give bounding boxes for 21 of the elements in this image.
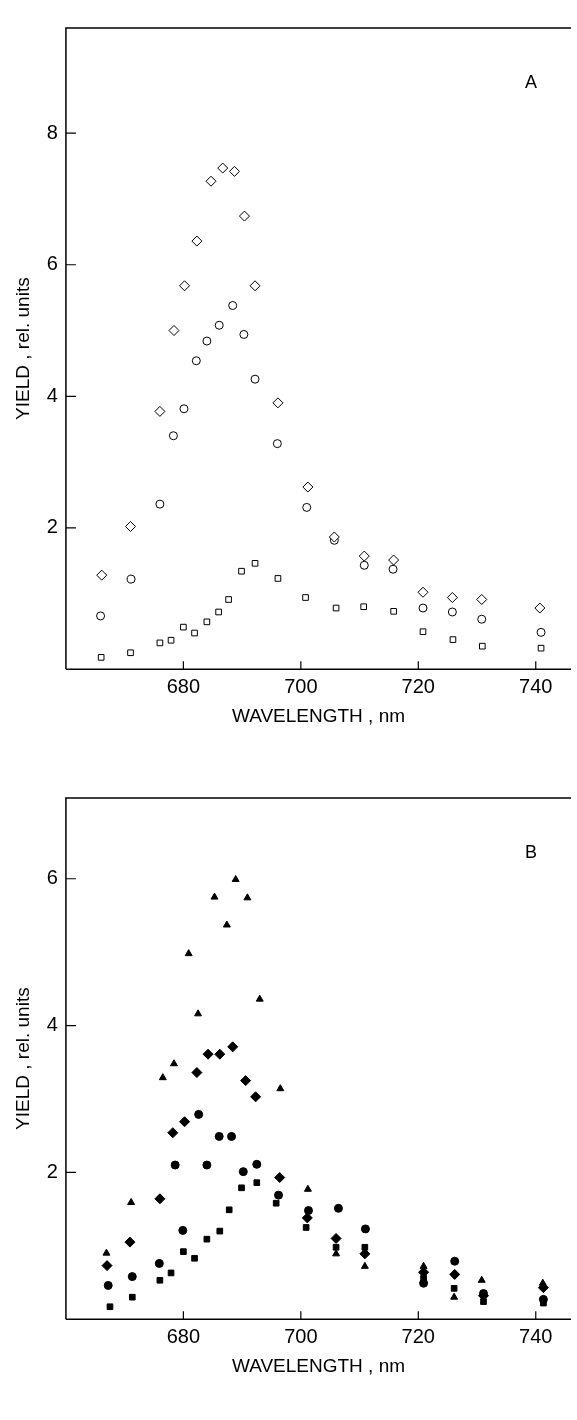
- y-tick-label: 6: [46, 252, 58, 275]
- annotation: A: [524, 71, 538, 92]
- y-tick-label: 8: [46, 120, 58, 143]
- x-axis-title: WAVELENGTH , nm: [231, 704, 406, 726]
- y-tick-label: 6: [46, 866, 58, 889]
- x-tick-label: 720: [401, 674, 435, 697]
- x-tick-label: 720: [401, 1324, 435, 1347]
- x-tick-label: 740: [519, 1324, 553, 1347]
- x-tick-label: 700: [284, 674, 318, 697]
- x-tick-label: 680: [166, 1324, 201, 1347]
- x-tick-label: 680: [166, 674, 201, 697]
- y-axis-title: YIELD , rel. units: [11, 277, 33, 420]
- y-tick-label: 4: [46, 383, 58, 406]
- y-tick-label: 2: [46, 515, 58, 538]
- y-tick-label: 2: [46, 1159, 58, 1182]
- x-tick-label: 700: [284, 1324, 318, 1347]
- y-tick-label: 4: [46, 1013, 58, 1036]
- annotation: B: [524, 841, 538, 862]
- x-axis-title: WAVELENGTH , nm: [231, 1354, 406, 1376]
- x-tick-label: 740: [519, 674, 553, 697]
- y-axis-title: YIELD , rel. units: [11, 987, 33, 1130]
